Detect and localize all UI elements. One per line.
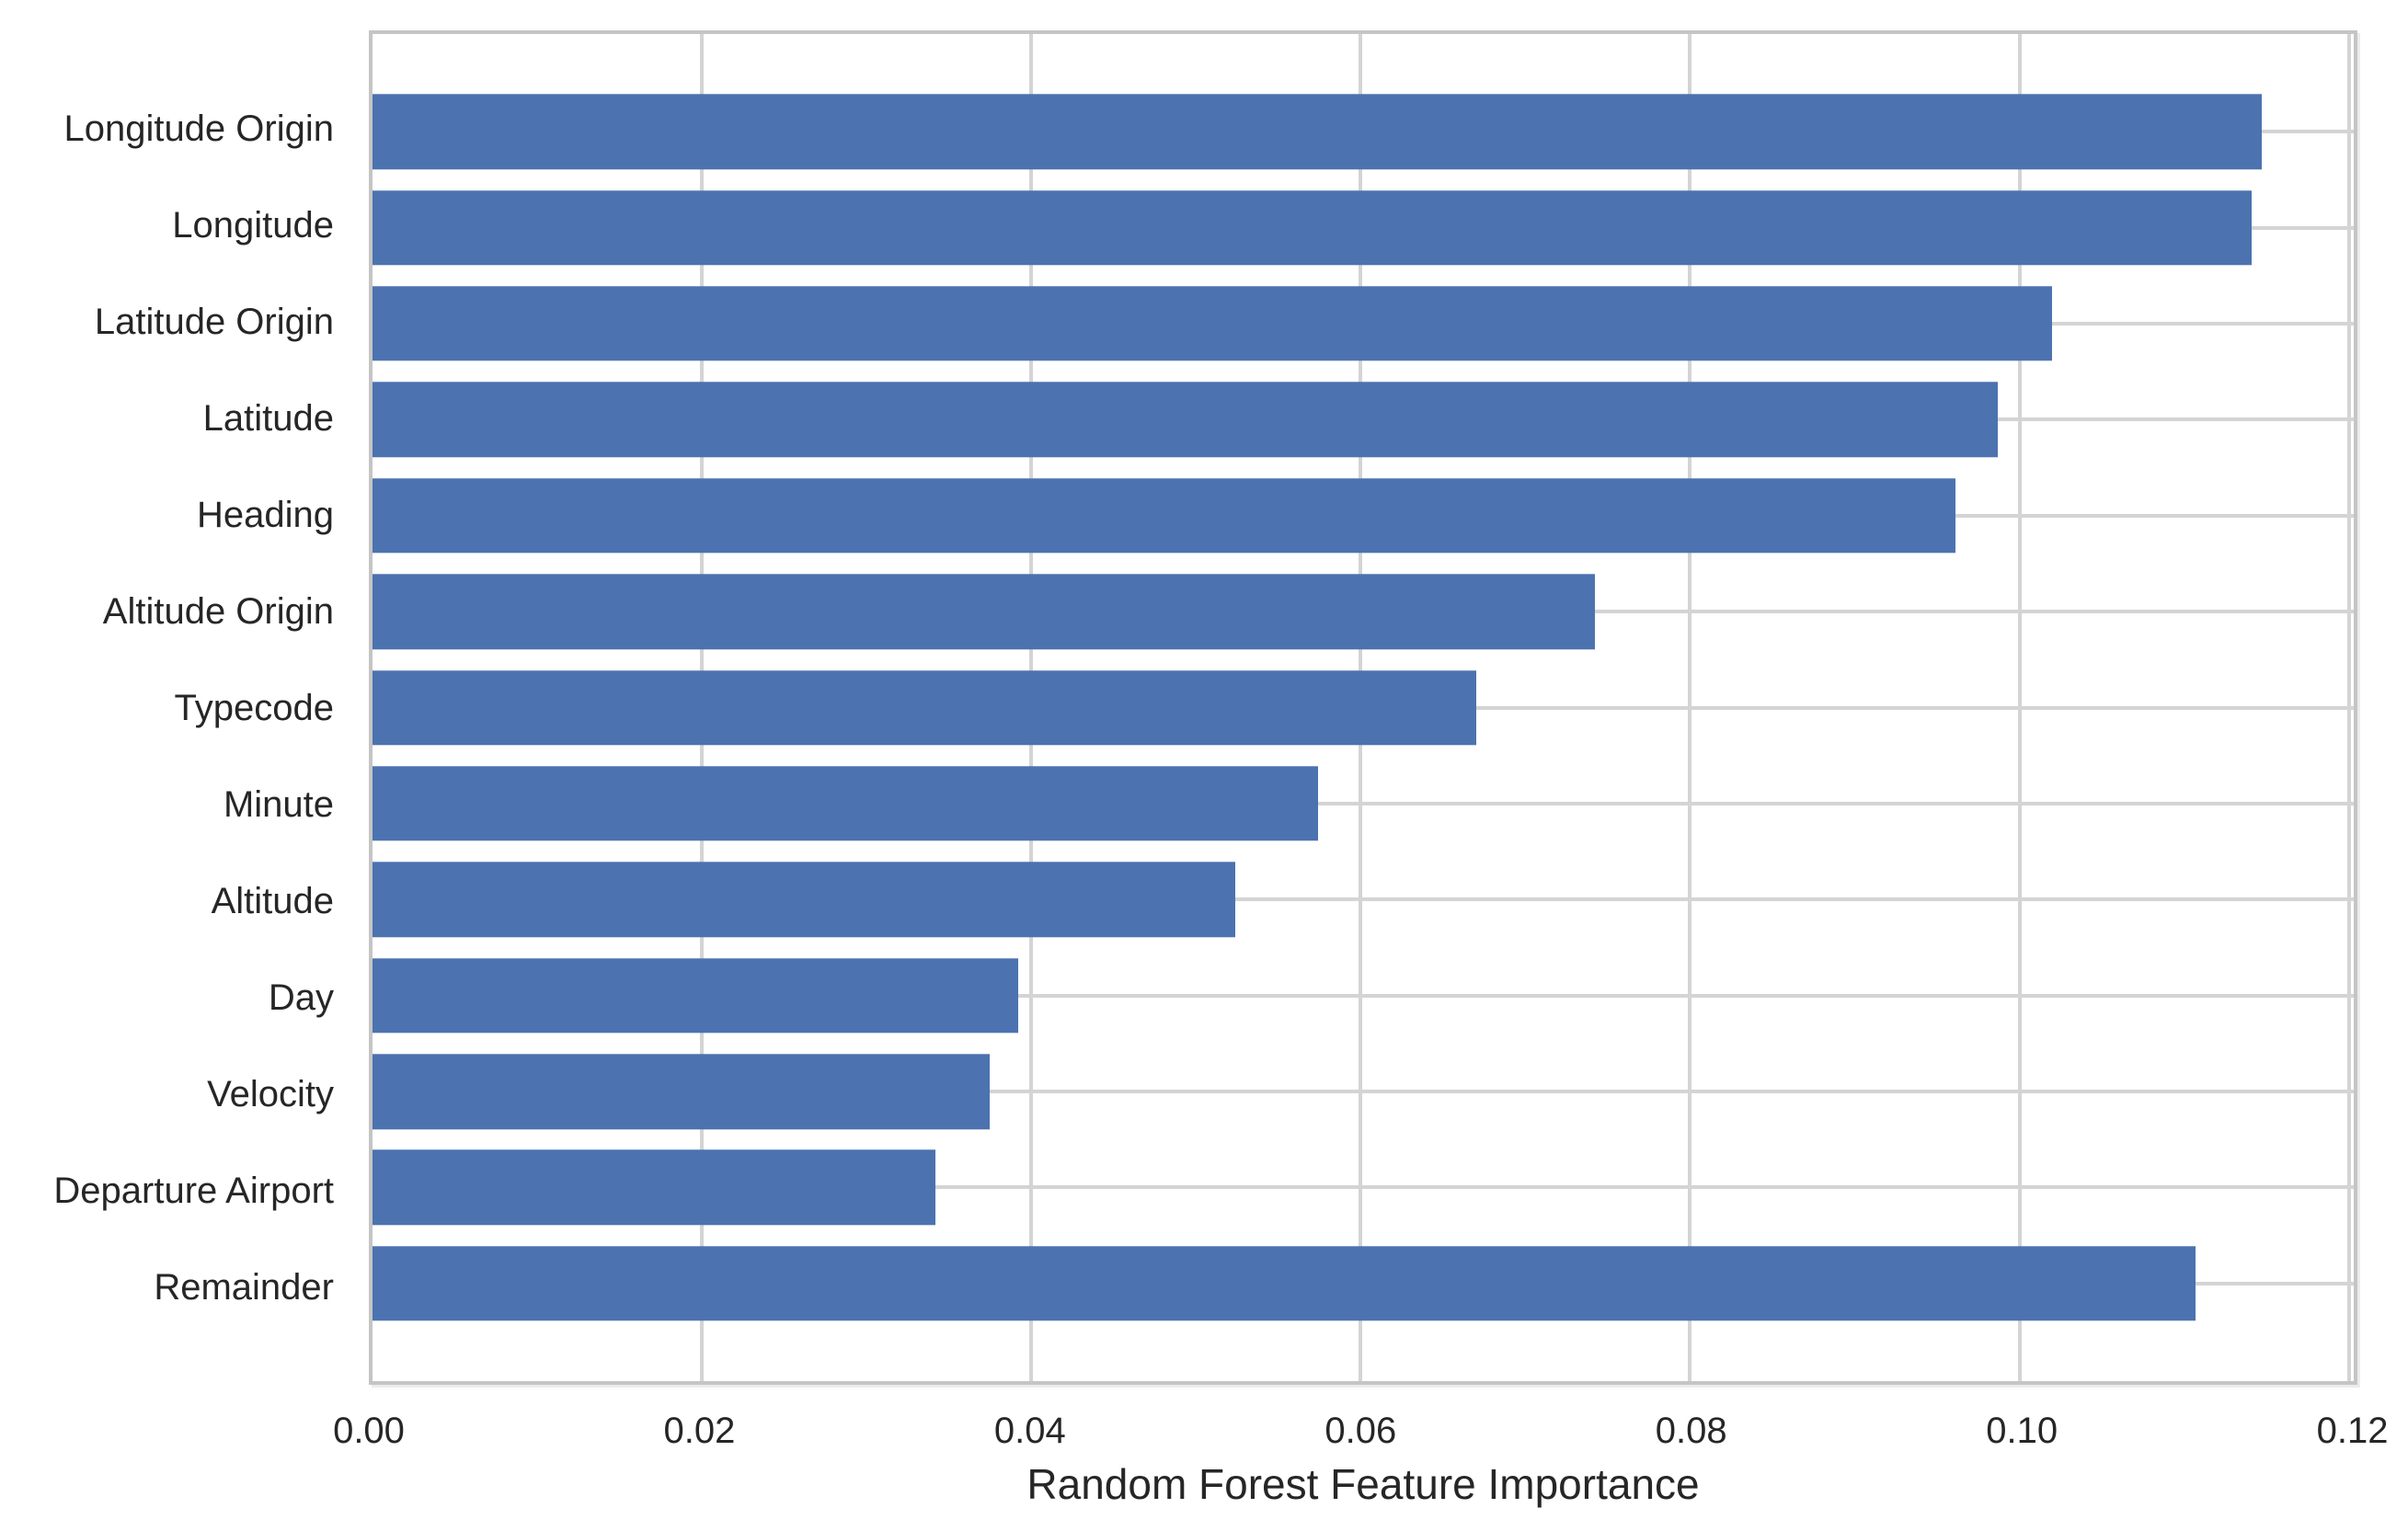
bar-altitude bbox=[373, 862, 1236, 938]
bar-row bbox=[373, 659, 2354, 755]
plot-area bbox=[369, 30, 2357, 1385]
y-tick-row: Velocity bbox=[0, 1045, 334, 1142]
h-gridline bbox=[373, 1185, 2354, 1190]
y-tick-row: Longitude bbox=[0, 177, 334, 273]
bar-latitude-origin bbox=[373, 286, 2053, 361]
bar-typecode bbox=[373, 669, 1476, 746]
y-tick-label: Longitude bbox=[172, 204, 334, 246]
h-gridline bbox=[373, 801, 2354, 805]
y-tick-row: Latitude bbox=[0, 370, 334, 466]
bar-row bbox=[373, 179, 2354, 275]
x-tick-label: 0.00 bbox=[333, 1411, 405, 1451]
bar-row bbox=[373, 468, 2354, 564]
bar-altitude-origin bbox=[373, 574, 1595, 649]
x-tick-label: 0.04 bbox=[993, 1411, 1066, 1451]
bar-longitude bbox=[373, 189, 2252, 266]
y-axis: Longitude Origin Longitude Latitude Origin… bbox=[0, 30, 334, 1385]
bar-heading bbox=[373, 478, 1955, 554]
bar-row bbox=[373, 564, 2354, 659]
y-tick-row: Longitude Origin bbox=[0, 80, 334, 177]
y-tick-row: Altitude Origin bbox=[0, 563, 334, 659]
bar-latitude bbox=[373, 382, 1999, 458]
bar-minute bbox=[373, 766, 1318, 841]
y-tick-row: Heading bbox=[0, 466, 334, 563]
x-tick-label: 0.12 bbox=[2316, 1411, 2389, 1451]
y-tick-label: Remainder bbox=[154, 1266, 334, 1308]
bar-remainder bbox=[373, 1246, 2196, 1321]
y-tick-label: Longitude Origin bbox=[63, 108, 334, 149]
h-gridline bbox=[373, 897, 2354, 902]
y-tick-label: Minute bbox=[223, 783, 334, 825]
x-axis: 0.00 0.02 0.04 0.06 0.08 0.10 0.12 bbox=[333, 1385, 2388, 1458]
bar-row bbox=[373, 84, 2354, 179]
bar-row bbox=[373, 371, 2354, 467]
bar-departure-airport bbox=[373, 1149, 936, 1226]
y-tick-label: Velocity bbox=[207, 1073, 334, 1114]
h-gridline bbox=[373, 993, 2354, 998]
bar-rows bbox=[373, 34, 2354, 1381]
bar-row bbox=[373, 756, 2354, 851]
x-tick-label: 0.06 bbox=[1324, 1411, 1397, 1451]
bar-velocity bbox=[373, 1054, 991, 1129]
y-tick-row: Latitude Origin bbox=[0, 273, 334, 370]
y-tick-row: Altitude bbox=[0, 852, 334, 949]
h-gridline bbox=[373, 1090, 2354, 1094]
y-tick-row: Minute bbox=[0, 756, 334, 852]
y-tick-label: Heading bbox=[196, 494, 334, 535]
bar-row bbox=[373, 1139, 2354, 1235]
x-tick-label: 0.08 bbox=[1655, 1411, 1727, 1451]
y-tick-label: Typecode bbox=[174, 687, 334, 728]
y-tick-row: Day bbox=[0, 949, 334, 1045]
bar-row bbox=[373, 276, 2354, 371]
y-tick-label: Latitude Origin bbox=[94, 301, 334, 342]
y-tick-label: Departure Airport bbox=[53, 1170, 334, 1211]
x-tick-label: 0.10 bbox=[1986, 1411, 2058, 1451]
y-tick-label: Altitude Origin bbox=[102, 590, 334, 632]
y-tick-label: Latitude bbox=[202, 397, 334, 439]
y-tick-label: Day bbox=[268, 977, 334, 1018]
x-tick-label: 0.02 bbox=[663, 1411, 736, 1451]
bar-row bbox=[373, 1236, 2354, 1331]
bar-day bbox=[373, 957, 1018, 1034]
y-tick-row: Remainder bbox=[0, 1239, 334, 1335]
y-tick-row: Departure Airport bbox=[0, 1142, 334, 1239]
bar-row bbox=[373, 1044, 2354, 1139]
x-axis-title: Random Forest Feature Importance bbox=[1026, 1460, 1700, 1508]
bar-longitude-origin bbox=[373, 94, 2262, 169]
bar-row bbox=[373, 851, 2354, 947]
y-tick-label: Altitude bbox=[211, 880, 334, 921]
y-tick-row: Typecode bbox=[0, 659, 334, 756]
bar-row bbox=[373, 948, 2354, 1044]
